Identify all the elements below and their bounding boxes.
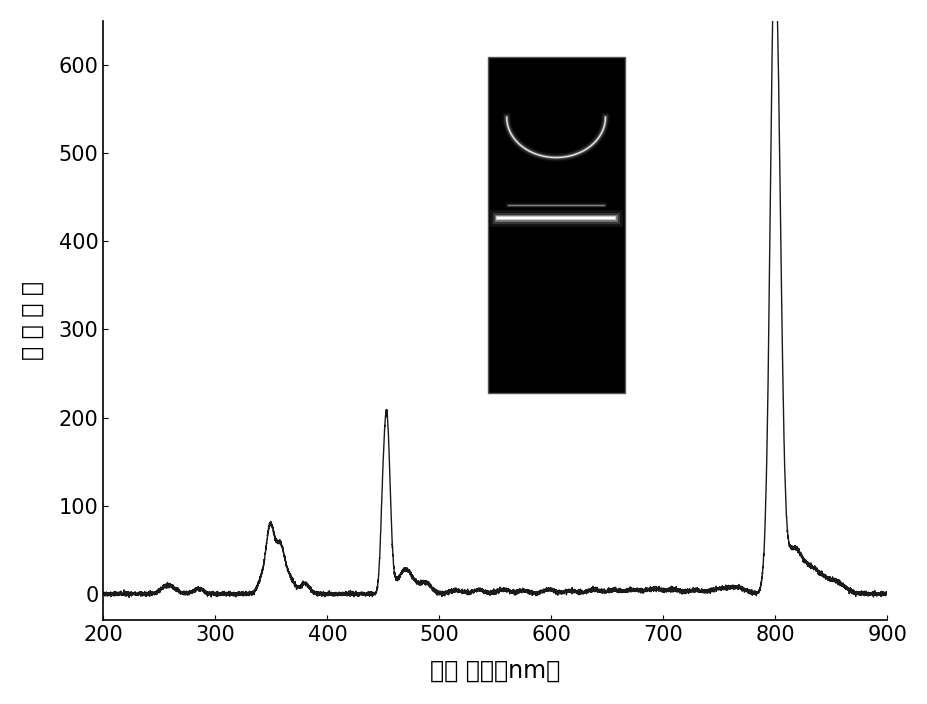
X-axis label: 发射 波长（nm）: 发射 波长（nm） (430, 659, 560, 683)
Y-axis label: 荧 光 强 度: 荧 光 强 度 (20, 281, 44, 360)
